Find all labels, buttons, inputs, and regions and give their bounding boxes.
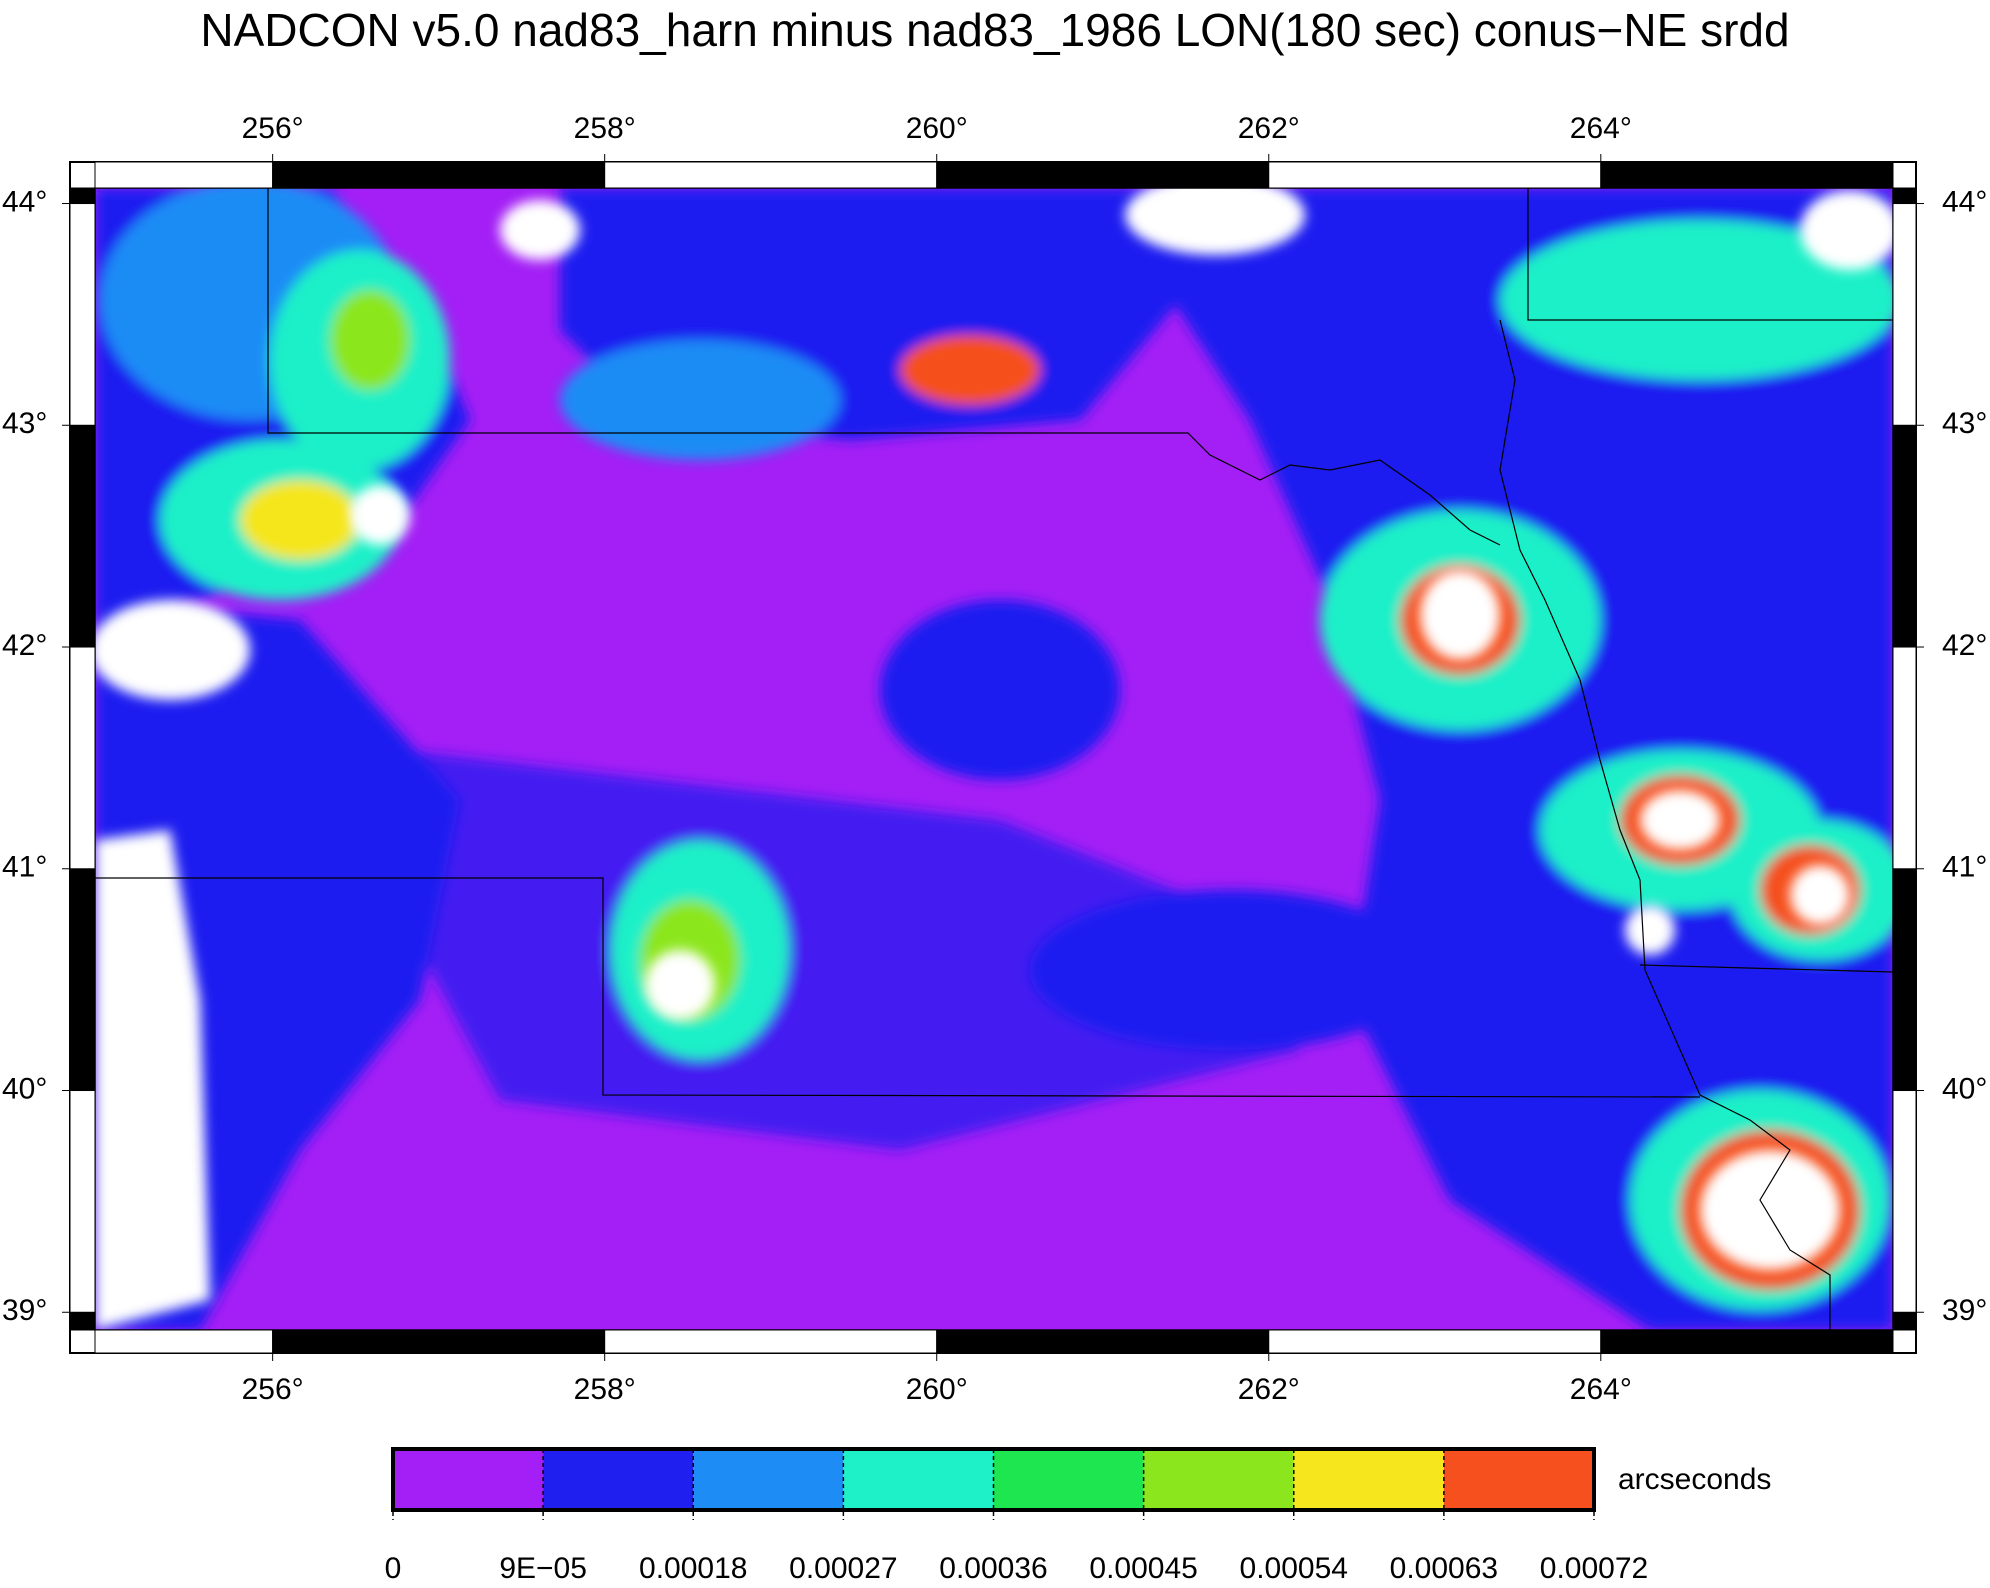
y-tick-label: 42° — [1942, 629, 1987, 662]
y-tick-label: 41° — [2, 851, 47, 884]
y-tick-label: 41° — [1942, 851, 1987, 884]
frame-bar — [272, 1329, 606, 1354]
x-tick-label: 258° — [574, 112, 636, 145]
y-tick-label: 44° — [2, 185, 47, 218]
frame-bar — [1892, 424, 1917, 648]
colorbar-label: arcseconds — [1618, 1463, 1771, 1496]
frame-bar — [69, 187, 96, 205]
colorbar: 0 9E−05 0.00018 0.00027 0.00036 0.00045 0.0005… — [385, 1447, 1771, 1585]
y-tick-label: 44° — [1942, 185, 1987, 218]
x-tick-label: 260° — [906, 112, 968, 145]
frame-bar — [69, 424, 96, 648]
frame-bar — [94, 161, 274, 189]
frame-bar — [69, 646, 96, 870]
frame-bar — [604, 1329, 938, 1354]
x-tick-label: 262° — [1238, 112, 1300, 145]
colorbar-segment — [993, 1449, 1144, 1510]
map-frame: 256° 256° 258° 258° 260° 260° 262° 262° 264° 264°… — [2, 112, 1987, 1406]
frame-bar — [604, 161, 938, 189]
colorbar-tick-label: 0.00027 — [789, 1552, 897, 1583]
raster-field — [95, 188, 1893, 1330]
frame-bar — [272, 161, 606, 189]
frame-bar — [69, 868, 96, 1092]
y-tick-label: 43° — [1942, 407, 1987, 440]
colorbar-segment — [843, 1449, 994, 1510]
y-tick-label: 39° — [1942, 1294, 1987, 1327]
frame-bar — [1892, 868, 1917, 1092]
title: NADCON v5.0 nad83_harn minus nad83_1986 … — [200, 4, 1789, 56]
colorbar-tick-label: 0 — [385, 1552, 402, 1583]
frame-bar — [69, 203, 96, 426]
colorbar-tick-label: 0.00054 — [1240, 1552, 1348, 1583]
frame-bar — [1892, 1090, 1917, 1313]
colorbar-tick-label: 9E−05 — [499, 1552, 587, 1583]
x-tick-label: 264° — [1570, 112, 1632, 145]
frame-bar — [1268, 161, 1602, 189]
frame-bar — [1892, 1311, 1917, 1331]
colorbar-segment — [543, 1449, 694, 1510]
frame-bar — [69, 1090, 96, 1313]
y-tick-label: 43° — [2, 407, 47, 440]
x-tick-label: 258° — [574, 1373, 636, 1406]
frame-bar — [936, 1329, 1270, 1354]
frame-bar — [69, 1311, 96, 1331]
frame-bar — [936, 161, 1270, 189]
colorbar-segment — [393, 1449, 544, 1510]
frame-bar — [1600, 161, 1894, 189]
y-tick-label: 40° — [1942, 1072, 1987, 1105]
x-tick-label: 256° — [242, 112, 304, 145]
x-tick-label: 262° — [1238, 1373, 1300, 1406]
colorbar-segment — [693, 1449, 844, 1510]
colorbar-tick-label: 0.00045 — [1089, 1552, 1197, 1583]
frame-bar — [94, 1329, 274, 1354]
x-tick-label: 264° — [1570, 1373, 1632, 1406]
frame-bar — [1892, 203, 1917, 426]
frame-bar — [1892, 187, 1917, 205]
colorbar-tick-label: 0.00036 — [939, 1552, 1047, 1583]
colorbar-segment — [1443, 1449, 1594, 1510]
x-tick-label: 256° — [242, 1373, 304, 1406]
frame-bar — [1600, 1329, 1894, 1354]
colorbar-tick-label: 0.00063 — [1390, 1552, 1498, 1583]
x-tick-label: 260° — [906, 1373, 968, 1406]
y-tick-label: 40° — [2, 1072, 47, 1105]
colorbar-segment — [1293, 1449, 1444, 1510]
y-tick-label: 42° — [2, 629, 47, 662]
colorbar-tick-label: 0.00072 — [1540, 1552, 1648, 1583]
colorbar-tick-label: 0.00018 — [639, 1552, 747, 1583]
y-tick-label: 39° — [2, 1294, 47, 1327]
colorbar-segment — [1143, 1449, 1294, 1510]
frame-bar — [1268, 1329, 1602, 1354]
frame-bar — [1892, 646, 1917, 870]
